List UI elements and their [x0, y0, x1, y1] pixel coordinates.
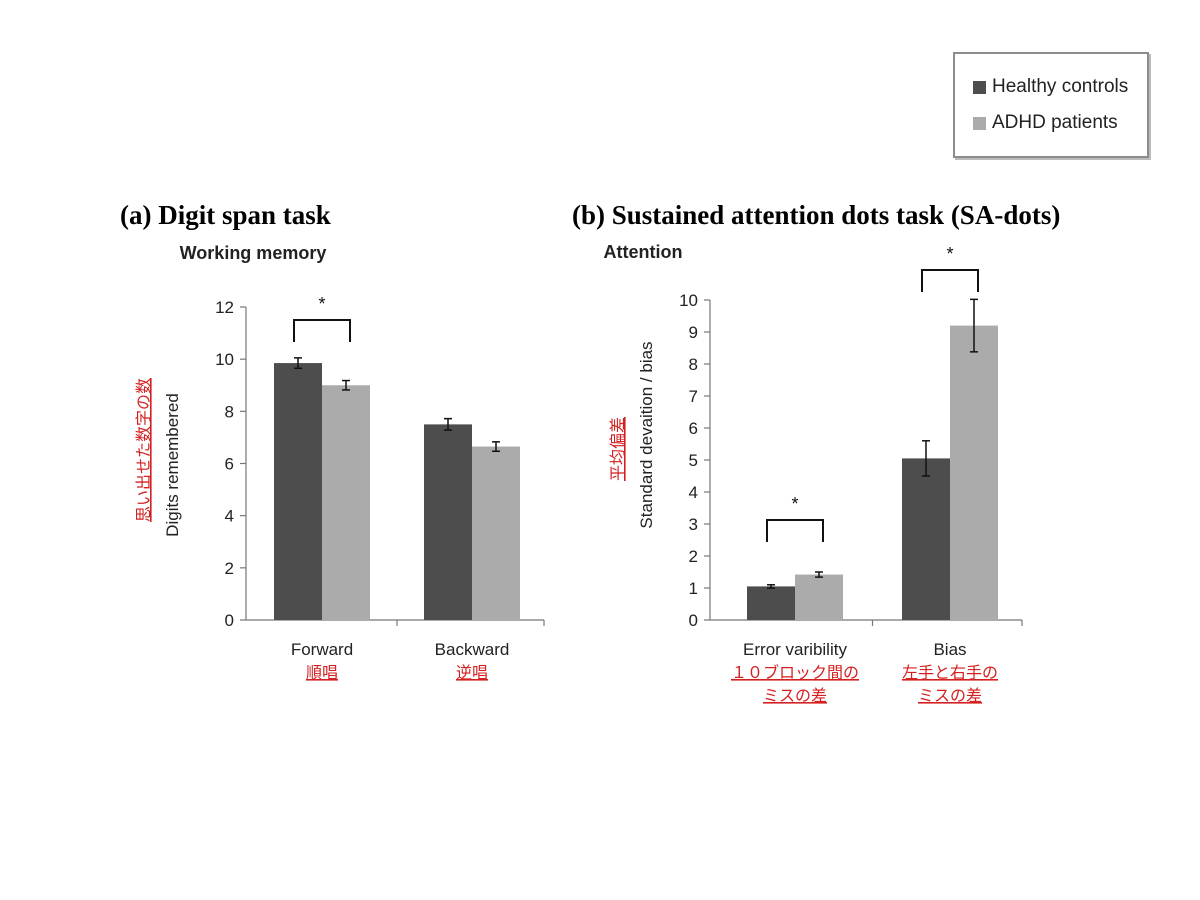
chart-b-y-tick-label: 7: [689, 387, 698, 406]
legend-item-adhd: ADHD patients: [973, 112, 1118, 134]
panel-b-title: (b) Sustained attention dots task (SA-do…: [572, 200, 1061, 230]
chart-b-x-label-1: Bias: [933, 640, 966, 659]
legend-swatch-healthy: [973, 80, 986, 94]
chart-a-y-tick-label: 4: [225, 507, 234, 526]
chart-b-x-label-jp-1: 左手と右手の: [902, 663, 998, 682]
chart-b-y-tick-label: 2: [689, 547, 698, 566]
chart-a-significance-bracket: [293, 319, 351, 342]
chart-b-x-label-jp-0: ミスの差: [763, 686, 827, 705]
chart-b-y-tick-label: 4: [689, 483, 698, 502]
chart-b-y-label: Standard devaition / bias: [637, 341, 656, 528]
chart-b-significance-bracket: [766, 519, 824, 542]
legend-swatch-adhd: [973, 116, 986, 130]
chart-b-x-label-0: Error varibility: [743, 640, 847, 659]
chart-b-bar-healthy-controls-1: [902, 458, 950, 620]
chart-b-bar-healthy-controls-0: [747, 586, 795, 620]
chart-b-y-tick-label: 8: [689, 355, 698, 374]
chart-a-y-tick-label: 6: [225, 455, 234, 474]
chart-a-x-label-jp-1: 逆唱: [456, 663, 488, 682]
panel-a-title: (a) Digit span task: [120, 200, 331, 230]
chart-b-title: Attention: [604, 242, 683, 262]
chart-a-y-tick-label: 0: [225, 611, 234, 630]
chart-a-y-label-jp: 思い出せた数字の数: [134, 378, 153, 522]
legend-label-adhd: ADHD patients: [992, 112, 1118, 133]
chart-a-y-label: Digits remembered: [163, 393, 182, 537]
chart-a-x-label-0: Forward: [291, 640, 353, 659]
chart-b-y-tick-label: 9: [689, 323, 698, 342]
chart-a-bar-healthy-controls-0: [274, 363, 322, 620]
chart-legend: Healthy controls ADHD patients: [953, 52, 1149, 158]
chart-b-x-label-jp-1: ミスの差: [918, 686, 982, 705]
chart-a-y-tick-label: 8: [225, 402, 234, 421]
chart-a-y-tick-label: 12: [215, 298, 234, 317]
chart-b-y-tick-label: 0: [689, 611, 698, 630]
chart-b-y-tick-label: 5: [689, 451, 698, 470]
chart-a-bar-adhd-patients-1: [472, 446, 520, 620]
legend-item-healthy: Healthy controls: [973, 76, 1128, 98]
legend-label-healthy: Healthy controls: [992, 76, 1129, 97]
chart-a-y-tick-label: 10: [215, 350, 234, 369]
chart-b-y-tick-label: 3: [689, 515, 698, 534]
chart-b-significance-bracket: [921, 269, 979, 292]
chart-a-significance-star: *: [318, 294, 325, 314]
chart-a-x-label-jp-0: 順唱: [306, 663, 338, 682]
chart-b-significance-star: *: [946, 244, 953, 264]
chart-b-x-label-jp-0: １０ブロック間の: [731, 663, 859, 682]
chart-b-bar-adhd-patients-0: [795, 574, 843, 620]
chart-b-bar-adhd-patients-1: [950, 325, 998, 620]
chart-a-bar-adhd-patients-0: [322, 385, 370, 620]
chart-b-y-tick-label: 10: [679, 291, 698, 310]
chart-a-title: Working memory: [180, 243, 327, 263]
chart-a-y-tick-label: 2: [225, 559, 234, 578]
chart-b-y-label-jp: 平均偏差: [608, 417, 627, 481]
chart-a-x-label-1: Backward: [435, 640, 510, 659]
chart-b-y-tick-label: 6: [689, 419, 698, 438]
chart-b-significance-star: *: [791, 494, 798, 514]
chart-b-y-tick-label: 1: [689, 579, 698, 598]
chart-a-bar-healthy-controls-1: [424, 424, 472, 620]
